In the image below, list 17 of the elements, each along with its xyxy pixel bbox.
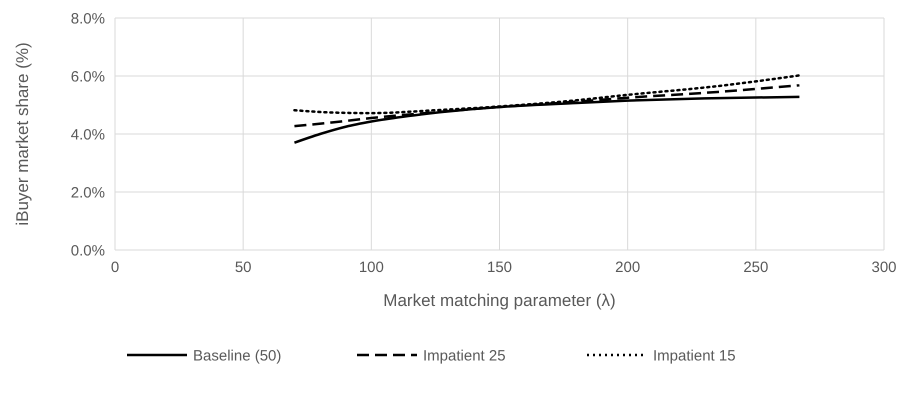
legend-label: Baseline (50) (193, 347, 282, 364)
x-tick-label: 100 (358, 259, 384, 276)
x-tick-label: 200 (615, 259, 640, 276)
x-tick-label: 50 (234, 259, 252, 276)
x-tick-label: 0 (110, 259, 120, 276)
y-tick-label: 8.0% (70, 10, 105, 28)
y-tick-label: 2.0% (70, 184, 105, 202)
y-tick-label: 6.0% (70, 68, 105, 86)
x-axis-title: Market matching parameter (λ) (383, 291, 616, 310)
legend-label: Impatient 25 (423, 347, 506, 364)
legend-label: Impatient 15 (653, 347, 736, 364)
x-tick-label: 300 (871, 259, 897, 276)
y-tick-label: 4.0% (70, 126, 105, 144)
x-tick-label: 250 (743, 259, 768, 276)
x-tick-label: 150 (486, 259, 512, 276)
y-tick-label: 0.0% (70, 242, 105, 260)
y-axis-title: iBuyer market share (%) (13, 42, 32, 226)
